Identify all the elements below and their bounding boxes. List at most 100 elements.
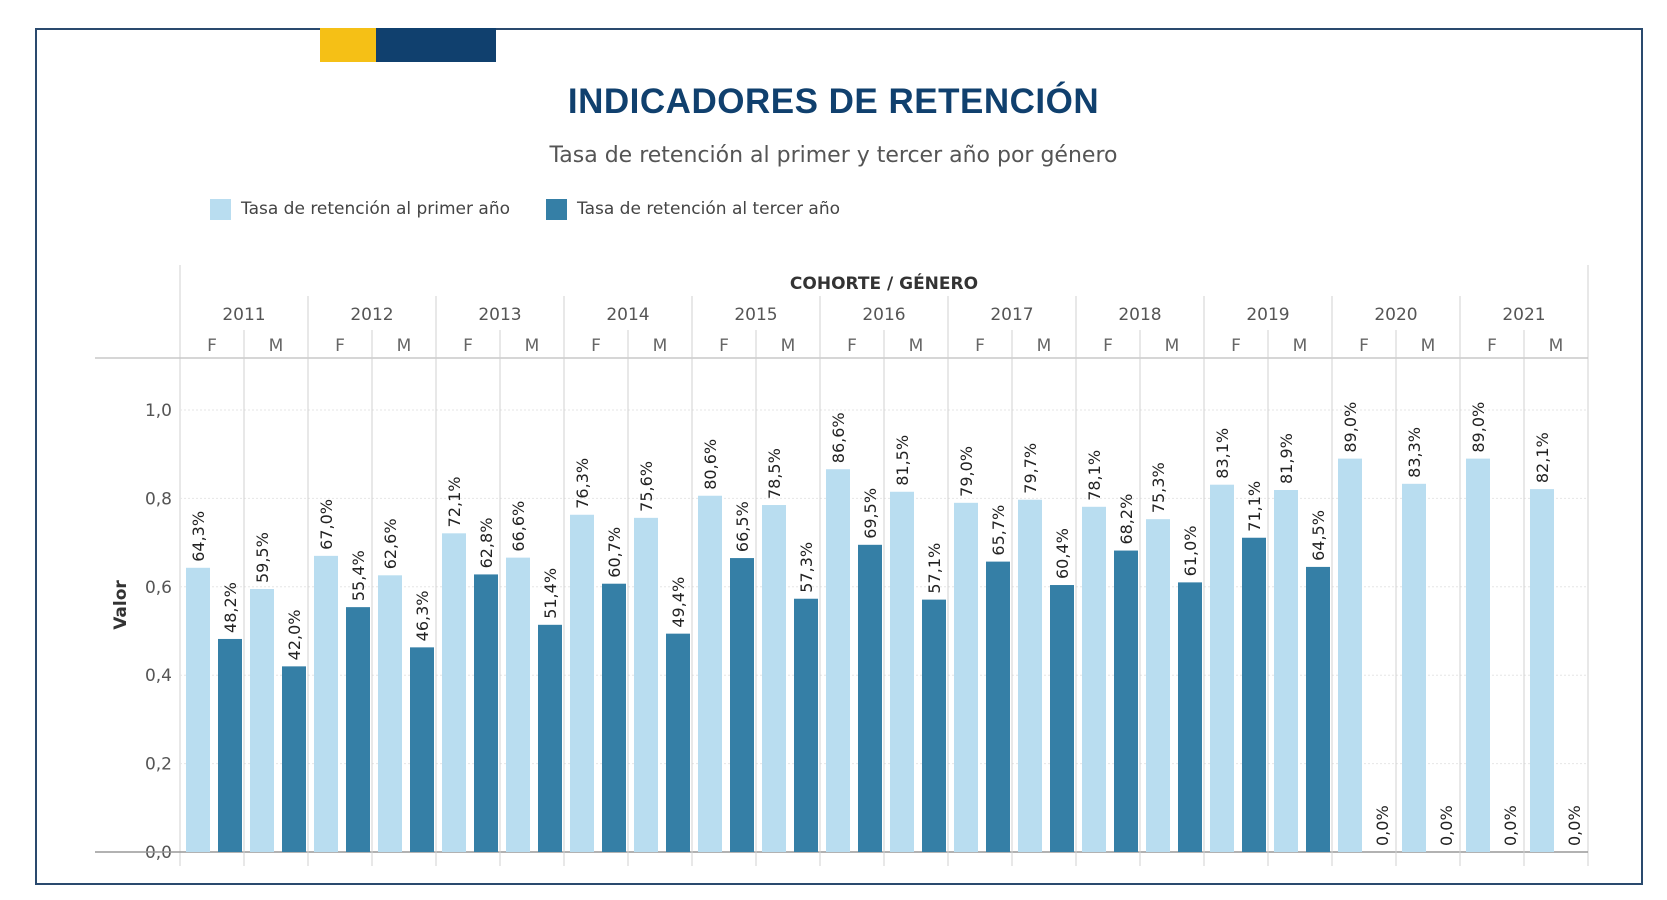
bar-third-year (346, 607, 370, 852)
bar-third-year (730, 558, 754, 852)
bar-first-year (1338, 458, 1362, 852)
legend-swatch-third-year (546, 198, 567, 220)
data-label-third-year: 66,5% (733, 501, 752, 552)
gender-label: F (975, 336, 985, 356)
page-title: INDICADORES DE RETENCIÓN (567, 82, 1100, 121)
gender-label: F (207, 336, 217, 356)
y-tick-label: 0,2 (145, 755, 172, 775)
cohort-label: 2015 (734, 305, 777, 325)
data-label-third-year: 69,5% (861, 488, 880, 539)
gender-label: F (1103, 336, 1113, 356)
data-label-first-year: 72,1% (445, 476, 464, 527)
bar-first-year (1146, 519, 1170, 852)
legend-label-first-year: Tasa de retención al primer año (241, 199, 510, 219)
data-label-first-year: 83,1% (1213, 428, 1232, 479)
cohort-label: 2014 (606, 305, 649, 325)
data-label-third-year: 42,0% (285, 610, 304, 661)
legend-swatch-first-year (210, 198, 231, 220)
cohort-label: 2021 (1502, 305, 1545, 325)
y-tick-label: 0,0 (145, 843, 172, 863)
data-label-first-year: 78,1% (1085, 450, 1104, 501)
data-label-third-year: 61,0% (1181, 526, 1200, 577)
bar-first-year (314, 555, 338, 852)
cohort-label: 2020 (1374, 305, 1417, 325)
bar-first-year (954, 502, 978, 852)
accent-bar-navy (376, 28, 496, 62)
bar-third-year (1178, 582, 1202, 852)
chart-legend: Tasa de retención al primer año Tasa de … (210, 197, 876, 221)
chart-frame (35, 28, 1643, 885)
bar-first-year (826, 469, 850, 852)
column-header-title: COHORTE / GÉNERO (790, 272, 978, 294)
bar-third-year (218, 638, 242, 852)
data-label-third-year: 0,0% (1373, 805, 1392, 846)
cohort-label: 2016 (862, 305, 905, 325)
gender-label: M (525, 336, 540, 356)
gender-label: M (1165, 336, 1180, 356)
data-label-third-year: 71,1% (1245, 481, 1264, 532)
legend-item-first-year[interactable]: Tasa de retención al primer año (210, 198, 510, 220)
gender-label: F (1359, 336, 1369, 356)
bar-first-year (570, 514, 594, 852)
bar-first-year (250, 589, 274, 852)
data-label-first-year: 89,0% (1469, 402, 1488, 453)
gender-label: M (653, 336, 668, 356)
bar-first-year (378, 575, 402, 852)
data-label-first-year: 89,0% (1341, 402, 1360, 453)
data-label-third-year: 64,5% (1309, 510, 1328, 561)
gender-label: F (847, 336, 857, 356)
bar-first-year (186, 567, 210, 852)
bar-third-year (1242, 537, 1266, 852)
y-tick-label: 0,4 (145, 666, 172, 686)
data-label-first-year: 81,9% (1277, 433, 1296, 484)
bar-third-year (1050, 585, 1074, 852)
data-label-first-year: 67,0% (317, 499, 336, 550)
bar-third-year (602, 583, 626, 852)
gender-label: M (397, 336, 412, 356)
bar-first-year (1402, 483, 1426, 852)
data-label-third-year: 0,0% (1501, 805, 1520, 846)
bar-first-year (890, 491, 914, 852)
y-tick-label: 1,0 (145, 401, 172, 421)
data-label-first-year: 81,5% (893, 435, 912, 486)
y-tick-label: 0,8 (145, 489, 172, 509)
data-label-first-year: 82,1% (1533, 432, 1552, 483)
bar-third-year (282, 666, 306, 852)
accent-bar-yellow (320, 28, 376, 62)
gender-label: M (909, 336, 924, 356)
bar-third-year (666, 633, 690, 852)
legend-label-third-year: Tasa de retención al tercer año (577, 199, 841, 219)
data-label-third-year: 60,7% (605, 527, 624, 578)
gender-label: F (591, 336, 601, 356)
data-label-first-year: 83,3% (1405, 427, 1424, 478)
data-label-third-year: 46,3% (413, 591, 432, 642)
gender-label: F (719, 336, 729, 356)
bar-first-year (1210, 484, 1234, 852)
cohort-label: 2019 (1246, 305, 1289, 325)
bar-third-year (922, 599, 946, 852)
bar-first-year (1530, 489, 1554, 852)
gender-label: F (463, 336, 473, 356)
bar-first-year (1466, 458, 1490, 852)
bar-first-year (1274, 490, 1298, 852)
data-label-third-year: 68,2% (1117, 494, 1136, 545)
bar-third-year (410, 647, 434, 852)
gender-label: M (1037, 336, 1052, 356)
gender-label: F (1487, 336, 1497, 356)
bar-third-year (986, 561, 1010, 852)
data-label-third-year: 60,4% (1053, 528, 1072, 579)
legend-item-third-year[interactable]: Tasa de retención al tercer año (546, 198, 841, 220)
cohort-label: 2011 (222, 305, 265, 325)
bar-first-year (442, 533, 466, 852)
data-label-first-year: 62,6% (381, 518, 400, 569)
bar-third-year (474, 574, 498, 852)
data-label-first-year: 64,3% (189, 511, 208, 562)
data-label-third-year: 57,3% (797, 542, 816, 593)
cohort-label: 2018 (1118, 305, 1161, 325)
data-label-third-year: 48,2% (221, 582, 240, 633)
data-label-first-year: 75,3% (1149, 462, 1168, 513)
data-label-third-year: 57,1% (925, 543, 944, 594)
data-label-first-year: 78,5% (765, 448, 784, 499)
data-label-third-year: 0,0% (1437, 805, 1456, 846)
